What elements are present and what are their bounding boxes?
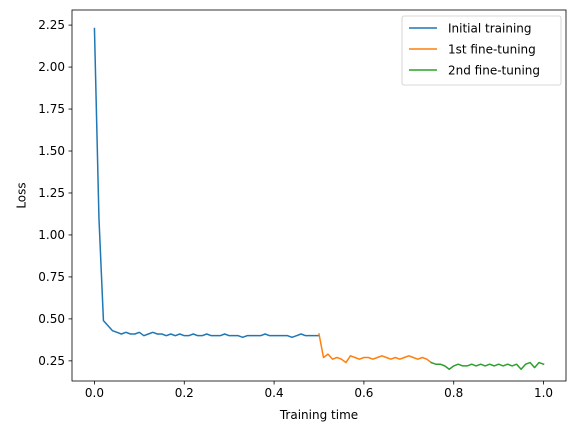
- x-axis-ticks: 0.0 0.2 0.4 0.6 0.8 1.0: [85, 381, 553, 400]
- x-tick-label: 0.0: [85, 386, 104, 400]
- x-tick-label: 0.2: [175, 386, 194, 400]
- y-tick-label: 2.25: [38, 18, 65, 32]
- series-line-1: [93, 27, 320, 339]
- series-line-3: [430, 361, 545, 370]
- x-tick-label: 0.8: [444, 386, 463, 400]
- series-lines: [93, 27, 545, 370]
- y-tick-label: 1.25: [38, 186, 65, 200]
- legend-box: [401, 15, 562, 86]
- legend-label: 2nd fine-tuning: [448, 64, 540, 78]
- series-line-2: [318, 333, 433, 364]
- x-tick-label: 1.0: [534, 386, 553, 400]
- x-tick-label: 0.4: [265, 386, 284, 400]
- y-tick-label: 0.50: [38, 312, 65, 326]
- y-axis-title: Loss: [15, 182, 29, 208]
- y-tick-label: 0.75: [38, 270, 65, 284]
- legend-label: 1st fine-tuning: [448, 43, 536, 57]
- y-tick-label: 1.50: [38, 144, 65, 158]
- legend-label: Initial training: [448, 22, 532, 36]
- y-tick-label: 0.25: [38, 354, 65, 368]
- plot-frame: [71, 9, 567, 382]
- y-axis-ticks: 0.25 0.50 0.75 1.00 1.25 1.50 1.75 2.00 2.25: [38, 18, 72, 368]
- y-tick-label: 1.75: [38, 102, 65, 116]
- y-tick-label: 1.00: [38, 228, 65, 242]
- legend: Initial training 1st fine-tuning 2nd fine-…: [401, 15, 562, 86]
- x-tick-label: 0.6: [354, 386, 373, 400]
- y-tick-label: 2.00: [38, 60, 65, 74]
- x-axis-title: Training time: [279, 408, 358, 422]
